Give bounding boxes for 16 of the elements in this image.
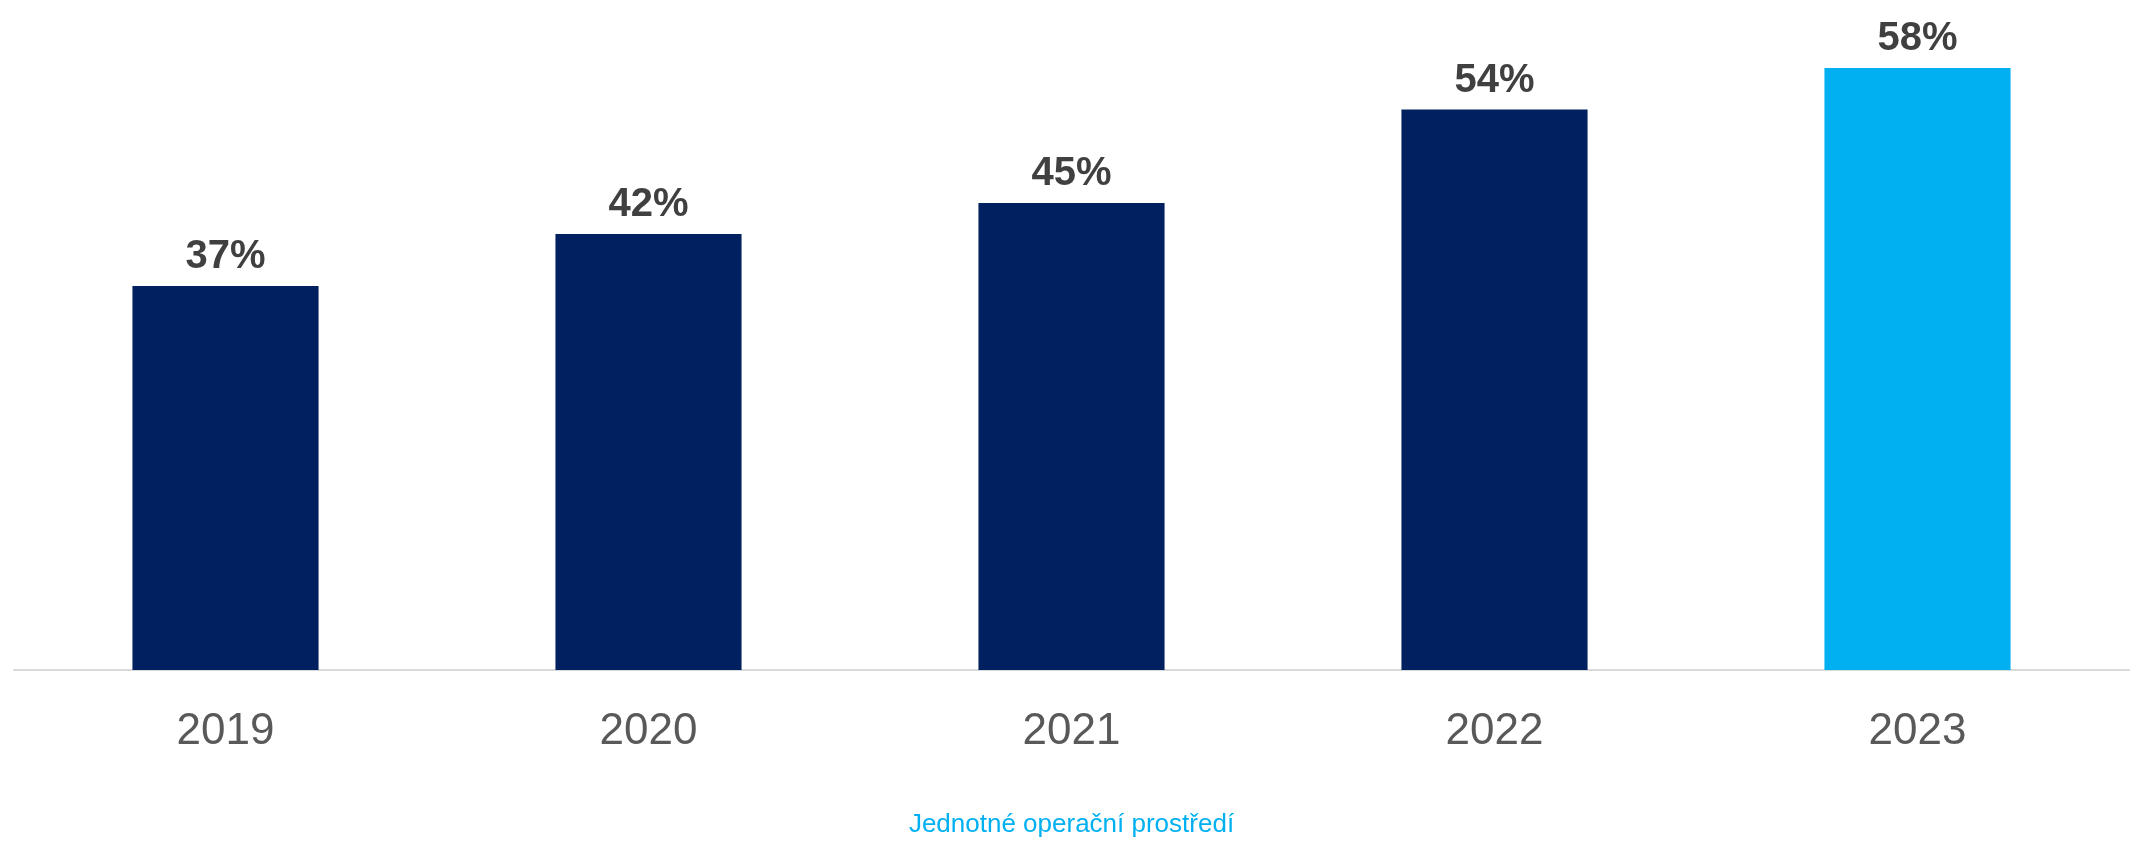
x-axis-title: Jednotné operační prostředí bbox=[908, 808, 1235, 838]
data-label: 54% bbox=[1454, 55, 1535, 100]
x-tick-label: 2022 bbox=[1445, 703, 1544, 753]
x-tick-label: 2021 bbox=[1022, 703, 1121, 753]
data-label: 42% bbox=[608, 180, 689, 225]
bar bbox=[978, 202, 1165, 670]
bar bbox=[1401, 109, 1588, 670]
data-label: 37% bbox=[185, 231, 266, 276]
x-tick-label: 2019 bbox=[176, 703, 275, 753]
bar bbox=[132, 285, 319, 670]
bar bbox=[555, 234, 742, 670]
bar bbox=[1824, 68, 2011, 670]
data-label: 58% bbox=[1877, 14, 1958, 58]
data-label: 45% bbox=[1031, 148, 1112, 193]
x-tick-label: 2020 bbox=[599, 703, 698, 753]
x-tick-label: 2023 bbox=[1868, 703, 1967, 753]
